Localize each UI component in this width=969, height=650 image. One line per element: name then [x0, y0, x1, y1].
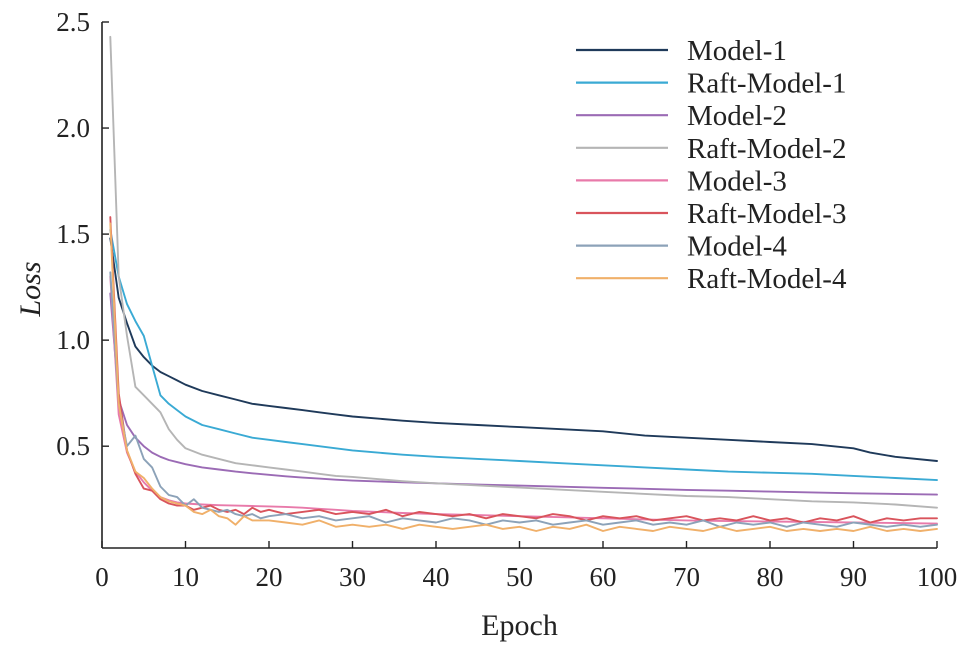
x-tick-label: 10: [172, 562, 199, 592]
y-tick-label: 0.5: [56, 431, 90, 461]
series-line-model-4: [109, 271, 938, 528]
series-line-model-2: [109, 292, 938, 496]
y-axis-title: Loss: [14, 261, 47, 317]
legend-label-raft-model-4: Raft-Model-4: [687, 263, 847, 295]
x-ticks: 0 10 20 30 40 50 60 70 80 90 100: [95, 541, 957, 592]
legend-label-raft-model-2: Raft-Model-2: [687, 133, 846, 165]
x-tick-label: 30: [339, 562, 366, 592]
x-tick-label: 80: [757, 562, 784, 592]
series-line-model-1: [109, 237, 938, 462]
legend: Model-1Raft-Model-1Model-2Raft-Model-2Mo…: [576, 35, 847, 295]
series-line-raft-model-1: [109, 228, 938, 482]
x-tick-label: 0: [95, 562, 109, 592]
legend-label-model-1: Model-1: [687, 35, 787, 67]
series-line-raft-model-4: [109, 222, 938, 532]
x-tick-label: 60: [590, 562, 617, 592]
x-tick-label: 50: [506, 562, 533, 592]
legend-label-model-2: Model-2: [687, 100, 787, 132]
legend-label-raft-model-3: Raft-Model-3: [687, 198, 846, 230]
x-tick-label: 20: [256, 562, 283, 592]
x-tick-label: 70: [673, 562, 700, 592]
x-axis-title: Epoch: [481, 609, 558, 642]
y-ticks: 0.5 1.0 1.5 2.0 2.5: [56, 7, 109, 461]
y-tick-label: 2.5: [56, 7, 90, 37]
series-line-raft-model-3: [109, 216, 938, 524]
y-tick-label: 1.5: [56, 219, 90, 249]
x-tick-label: 40: [423, 562, 450, 592]
y-tick-label: 1.0: [56, 325, 90, 355]
y-tick-label: 2.0: [56, 113, 90, 143]
x-tick-label: 90: [840, 562, 867, 592]
series-line-raft-model-2: [109, 35, 938, 509]
x-tick-label: 100: [917, 562, 958, 592]
series-layer: [109, 35, 938, 532]
legend-label-model-3: Model-3: [687, 165, 787, 197]
legend-label-model-4: Model-4: [687, 231, 787, 263]
legend-label-raft-model-1: Raft-Model-1: [687, 68, 846, 100]
